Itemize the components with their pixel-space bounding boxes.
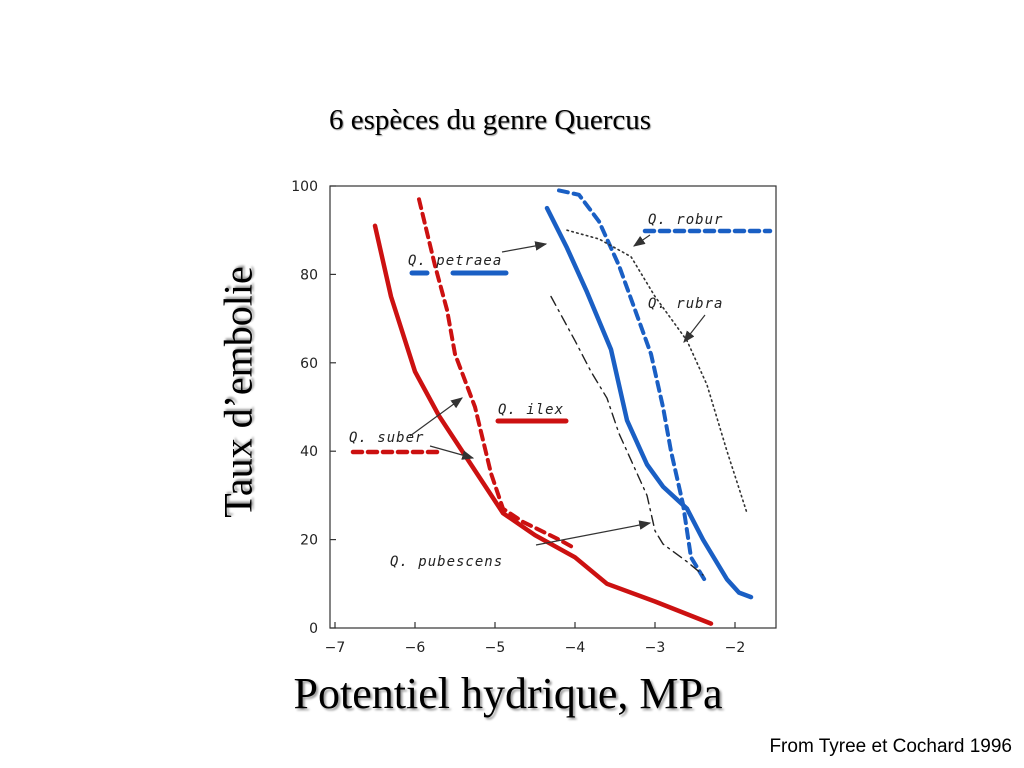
chart-axes: −7 −6 −5 −4 −3 −2 0 20 40 60 80 100 xyxy=(291,179,777,656)
y-tick-label: 100 xyxy=(291,179,318,195)
x-axis-label: Potentiel hydrique, MPa xyxy=(293,669,723,718)
arrow-q-petraea xyxy=(501,241,548,253)
series-q-ilex xyxy=(372,223,714,626)
y-tick-label: 40 xyxy=(300,444,318,460)
annotation-q-suber: Q. suber xyxy=(349,430,424,446)
chart-annotations: Q. robur Q. petraea Q. rubra Q. ilex Q. sube… xyxy=(349,212,773,570)
plot-frame xyxy=(329,185,777,629)
arrow-q-robur xyxy=(633,234,651,247)
chart-series xyxy=(372,188,754,626)
slide-title: 6 espèces du genre Quercus xyxy=(328,104,652,136)
y-tick-label: 80 xyxy=(300,267,318,283)
arrow-q-ilex xyxy=(429,445,475,460)
arrow-q-suber xyxy=(409,397,463,437)
x-tick-label: −4 xyxy=(565,640,586,656)
series-q-pubescens xyxy=(550,295,704,576)
y-tick-label: 0 xyxy=(309,621,318,637)
x-tick-label: −3 xyxy=(645,640,666,656)
y-tick-label: 60 xyxy=(300,356,318,372)
annotation-q-ilex: Q. ilex xyxy=(498,402,564,418)
source-citation: From Tyree et Cochard 1996 xyxy=(769,736,1012,757)
series-q-robur xyxy=(557,188,709,586)
series-q-suber xyxy=(417,197,577,551)
y-axis-label: Taux d’embolie xyxy=(215,266,261,518)
annotation-q-robur: Q. robur xyxy=(648,212,723,228)
arrow-q-pubescens xyxy=(535,520,652,546)
x-tick-label: −7 xyxy=(325,640,346,656)
annotation-q-rubra: Q. rubra xyxy=(648,296,723,312)
series-q-petraea xyxy=(544,205,754,600)
y-tick-label: 20 xyxy=(300,533,318,549)
x-tick-label: −6 xyxy=(405,640,426,656)
annotation-q-petraea: Q. petraea xyxy=(408,253,502,269)
series-q-rubra xyxy=(566,229,748,514)
x-tick-label: −2 xyxy=(725,640,746,656)
arrow-q-rubra xyxy=(683,314,706,343)
annotation-q-pubescens: Q. pubescens xyxy=(390,554,503,570)
x-tick-label: −5 xyxy=(485,640,506,656)
